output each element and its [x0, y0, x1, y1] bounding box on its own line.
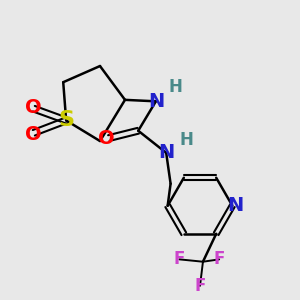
Text: F: F [174, 250, 185, 268]
Text: N: N [227, 196, 243, 215]
Text: H: H [169, 78, 183, 96]
Text: F: F [194, 277, 206, 295]
Text: N: N [158, 143, 174, 162]
Text: O: O [98, 129, 115, 148]
Text: O: O [26, 125, 42, 144]
Text: F: F [213, 250, 225, 268]
Text: N: N [148, 92, 164, 111]
Text: H: H [179, 131, 193, 149]
Text: O: O [26, 98, 42, 117]
Text: S: S [58, 110, 74, 130]
